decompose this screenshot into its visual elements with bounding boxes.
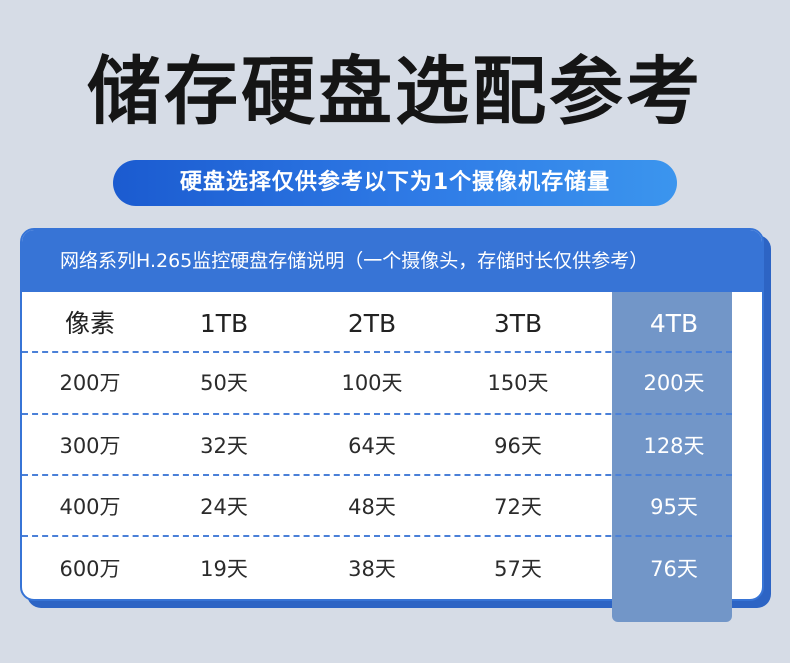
table-cell-highlight: 95天 xyxy=(650,495,698,519)
row-divider xyxy=(22,413,732,415)
header-cell-4tb: 4TB xyxy=(649,309,699,338)
table-cell-highlight: 128天 xyxy=(643,434,705,458)
row-divider xyxy=(22,351,732,353)
table-cell: 300万 xyxy=(59,434,121,458)
table-row: 600万 19天 38天 57天 76天 xyxy=(20,539,764,599)
table-cell: 48天 xyxy=(348,495,396,519)
row-divider xyxy=(22,535,732,537)
row-divider xyxy=(22,474,732,476)
table-cell-highlight: 76天 xyxy=(650,557,698,581)
table-row: 200万 50天 100天 150天 200天 xyxy=(20,353,764,413)
table-cell: 50天 xyxy=(200,371,248,395)
table-cell: 600万 xyxy=(59,557,121,581)
table-cell: 64天 xyxy=(348,434,396,458)
table-header-row: 像素 1TB 2TB 3TB 4TB xyxy=(20,294,764,354)
table-caption: 网络系列H.265监控硬盘存储说明（一个摄像头，存储时长仅供参考） xyxy=(22,230,762,292)
table-cell: 96天 xyxy=(494,434,542,458)
table-row: 400万 24天 48天 72天 95天 xyxy=(20,477,764,537)
table-cell: 200万 xyxy=(59,371,121,395)
table-cell: 400万 xyxy=(59,495,121,519)
table-cell: 32天 xyxy=(200,434,248,458)
highlight-column-4tb xyxy=(612,292,732,622)
table-cell: 19天 xyxy=(200,557,248,581)
header-cell-3tb: 3TB xyxy=(493,309,543,338)
table-row: 300万 32天 64天 96天 128天 xyxy=(20,416,764,476)
table-cell: 72天 xyxy=(494,495,542,519)
table-cell: 57天 xyxy=(494,557,542,581)
header-cell-2tb: 2TB xyxy=(347,309,397,338)
table-cell-highlight: 200天 xyxy=(643,371,705,395)
table-cell: 38天 xyxy=(348,557,396,581)
table-cell: 150天 xyxy=(487,371,549,395)
subtitle-banner: 硬盘选择仅供参考以下为1个摄像机存储量 xyxy=(113,160,677,206)
table-cell: 24天 xyxy=(200,495,248,519)
header-cell-1tb: 1TB xyxy=(199,309,249,338)
page-title: 储存硬盘选配参考 xyxy=(87,49,703,135)
table-cell: 100天 xyxy=(341,371,403,395)
header-cell-pixels: 像素 xyxy=(64,309,115,338)
